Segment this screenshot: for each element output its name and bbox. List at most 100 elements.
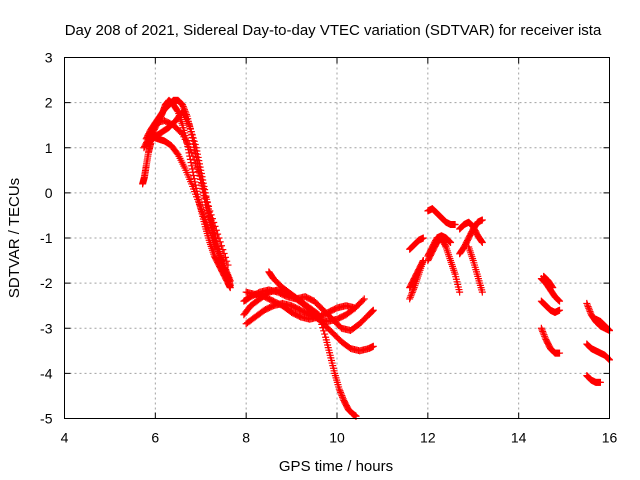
data-point xyxy=(223,269,231,277)
data-point xyxy=(556,349,564,357)
y-tick-label: -1 xyxy=(40,230,53,246)
y-tick-label: 3 xyxy=(45,50,53,66)
y-tick-label: -3 xyxy=(40,320,53,336)
y-tick-label: 0 xyxy=(45,185,53,201)
y-tick-label: -4 xyxy=(40,365,53,381)
data-point xyxy=(451,220,459,228)
y-tick-label: -5 xyxy=(40,411,53,427)
data-point xyxy=(584,303,592,311)
data-point xyxy=(223,257,231,265)
data-point xyxy=(369,342,377,350)
data-point xyxy=(216,238,224,246)
data-point xyxy=(604,325,612,333)
x-axis-label: GPS time / hours xyxy=(279,458,393,475)
data-point xyxy=(195,157,203,165)
data-point xyxy=(179,102,187,110)
x-tick-label: 12 xyxy=(420,430,436,446)
data-point xyxy=(447,239,455,247)
grid-lines xyxy=(64,57,610,419)
data-point xyxy=(188,131,196,139)
data-points xyxy=(139,96,613,420)
series-track-17 xyxy=(424,205,459,228)
data-point xyxy=(321,330,329,338)
data-point xyxy=(199,184,207,192)
y-axis-label: SDTVAR / TECUs xyxy=(6,178,23,298)
series-track-15 xyxy=(424,234,464,296)
data-point xyxy=(193,164,201,172)
data-point xyxy=(408,288,416,296)
data-point xyxy=(210,219,218,227)
data-point xyxy=(197,175,205,183)
data-point xyxy=(585,304,593,312)
data-point xyxy=(419,234,427,242)
data-point xyxy=(456,288,464,296)
data-point xyxy=(351,304,359,312)
y-tick-label: -2 xyxy=(40,275,53,291)
data-point xyxy=(478,216,486,224)
data-point xyxy=(214,230,222,238)
data-point xyxy=(190,156,198,164)
data-point xyxy=(368,307,376,315)
data-point xyxy=(190,175,198,183)
series-track-19 xyxy=(456,218,486,247)
data-point xyxy=(183,139,191,147)
data-point xyxy=(556,297,564,305)
data-point xyxy=(445,237,453,245)
data-point xyxy=(207,211,215,219)
data-point xyxy=(583,301,591,309)
data-point xyxy=(226,277,234,285)
data-point xyxy=(185,121,193,129)
data-point xyxy=(317,317,325,325)
data-point xyxy=(320,327,328,335)
data-point xyxy=(190,137,198,145)
y-tick-label: 1 xyxy=(45,140,53,156)
data-point xyxy=(319,324,327,332)
data-point xyxy=(539,327,547,335)
data-point xyxy=(359,296,367,304)
plot-frame xyxy=(64,57,610,419)
data-point xyxy=(186,124,194,132)
data-point xyxy=(196,163,204,171)
data-point xyxy=(191,141,199,149)
data-point xyxy=(226,275,234,283)
data-point xyxy=(337,388,345,396)
series-track-14 xyxy=(406,257,427,292)
data-point xyxy=(406,295,414,303)
data-point xyxy=(208,215,216,223)
series-track-13 xyxy=(406,234,427,253)
data-point xyxy=(177,129,185,137)
data-point xyxy=(338,392,346,400)
x-tick-label: 16 xyxy=(602,430,618,446)
data-point xyxy=(318,320,326,328)
data-point xyxy=(336,387,344,395)
data-point xyxy=(478,288,486,296)
data-point xyxy=(419,258,427,266)
data-point xyxy=(219,246,227,254)
data-point xyxy=(604,355,612,363)
series-track-6 xyxy=(151,117,232,269)
series-track-16 xyxy=(424,232,455,260)
data-point xyxy=(222,266,230,274)
series-track-28 xyxy=(592,315,613,335)
data-point xyxy=(194,150,202,158)
data-point xyxy=(360,295,368,303)
data-point xyxy=(408,290,416,298)
data-point xyxy=(221,253,229,261)
data-point xyxy=(224,261,232,269)
data-point xyxy=(190,171,198,179)
data-point xyxy=(202,193,210,201)
data-point xyxy=(201,189,209,197)
data-point xyxy=(537,324,545,332)
data-point xyxy=(585,306,593,314)
data-point xyxy=(556,306,564,314)
data-point xyxy=(189,152,197,160)
data-point xyxy=(583,299,591,307)
series-track-21 xyxy=(537,324,564,357)
series-track-20 xyxy=(465,243,486,296)
data-point xyxy=(554,296,562,304)
series-track-27 xyxy=(583,372,604,386)
series-track-24 xyxy=(540,272,557,292)
data-point xyxy=(605,326,613,334)
